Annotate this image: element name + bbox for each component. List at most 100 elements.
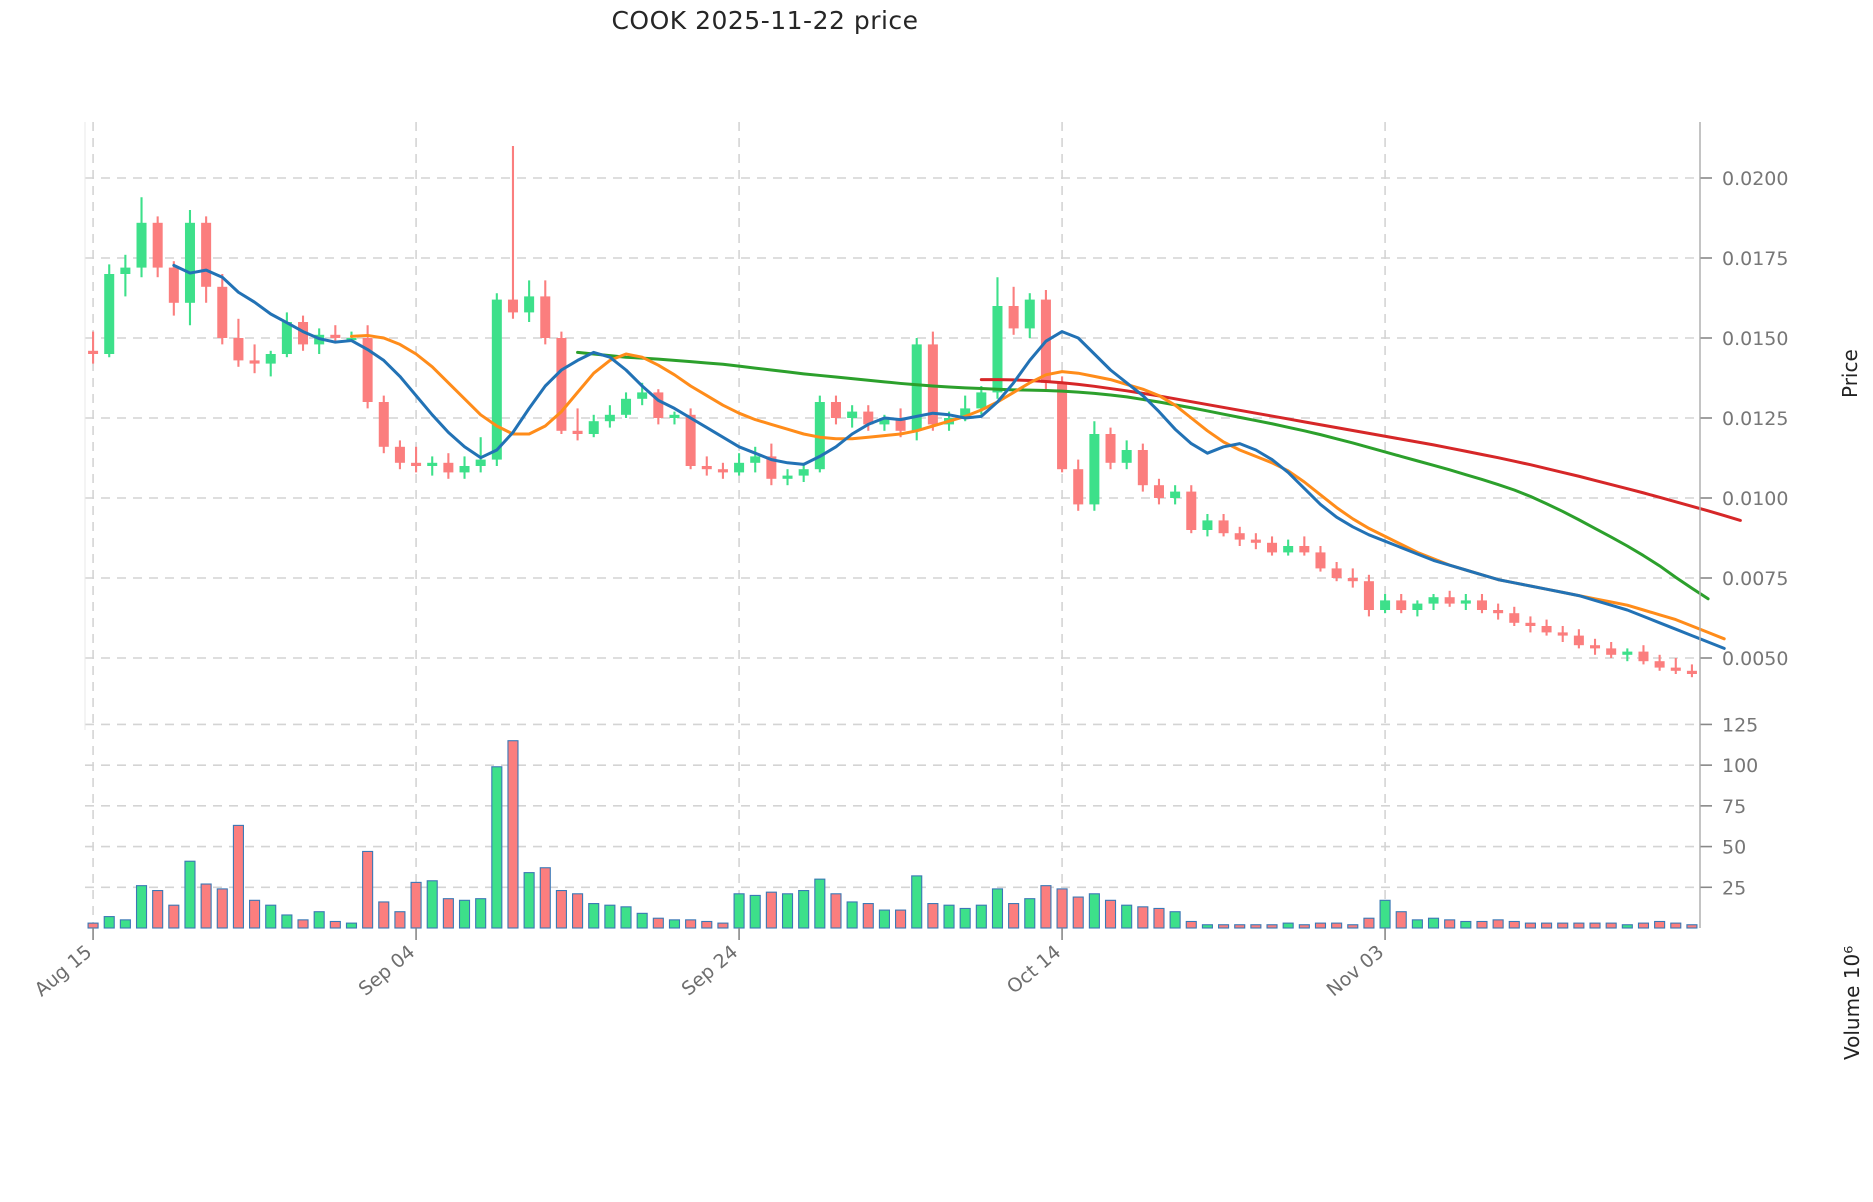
volume-bar bbox=[1298, 924, 1310, 929]
candle-body bbox=[1121, 450, 1132, 463]
volume-bar bbox=[620, 906, 632, 929]
candle-body bbox=[750, 456, 761, 463]
candle-body bbox=[507, 299, 518, 313]
candle-body bbox=[637, 392, 648, 399]
volume-bar bbox=[1153, 907, 1165, 929]
volume-bar bbox=[458, 899, 471, 929]
volume-bar bbox=[1460, 920, 1472, 929]
candle-body bbox=[604, 414, 615, 422]
candle-body bbox=[1622, 651, 1633, 655]
candle-body bbox=[572, 430, 583, 434]
volume-bar bbox=[475, 898, 487, 929]
volume-bar bbox=[394, 911, 406, 929]
volume-bar bbox=[814, 878, 826, 929]
volume-bar bbox=[975, 904, 987, 929]
volume-bar bbox=[555, 889, 567, 929]
candle-body bbox=[330, 334, 341, 338]
volume-bar bbox=[135, 885, 148, 929]
volume-bar bbox=[1008, 903, 1020, 929]
volume-bar bbox=[830, 893, 842, 929]
volume-bar bbox=[685, 919, 697, 929]
volume-bar bbox=[1104, 899, 1117, 929]
volume-bar bbox=[1266, 924, 1278, 929]
price-tick-label: 0.0075 bbox=[1722, 568, 1788, 590]
volume-bar bbox=[1686, 924, 1698, 929]
candle-body bbox=[443, 462, 454, 473]
candle-body bbox=[1654, 661, 1665, 668]
volume-bar bbox=[152, 889, 164, 929]
candle-body bbox=[1267, 542, 1278, 553]
candle-body bbox=[669, 414, 680, 418]
volume-bar bbox=[1314, 922, 1327, 929]
candle-body bbox=[1153, 485, 1164, 498]
date-tick-label: Sep 24 bbox=[678, 941, 743, 1000]
candle-body bbox=[766, 456, 777, 479]
volume-bar bbox=[959, 907, 971, 929]
volume-bar bbox=[442, 898, 454, 929]
volume-bar bbox=[1282, 922, 1294, 929]
candle-body bbox=[717, 469, 728, 473]
candle-body bbox=[734, 462, 745, 473]
volume-bar bbox=[1040, 885, 1052, 929]
volume-tick-label: 25 bbox=[1722, 877, 1746, 899]
volume-bar bbox=[265, 904, 277, 929]
date-tick-label: Aug 15 bbox=[31, 941, 97, 1001]
candle-body bbox=[1573, 635, 1584, 646]
candle-body bbox=[394, 446, 405, 463]
candle-body bbox=[1347, 578, 1358, 582]
volume-bar bbox=[1395, 911, 1407, 929]
price-candles-layer bbox=[88, 146, 1697, 678]
volume-bar bbox=[313, 911, 325, 929]
grid-layer bbox=[85, 122, 1700, 928]
candle-body bbox=[992, 306, 1003, 393]
volume-bar bbox=[329, 920, 341, 929]
candle-body bbox=[1057, 382, 1068, 470]
candle-body bbox=[1218, 520, 1229, 534]
volume-bar bbox=[943, 904, 955, 929]
volume-bar bbox=[604, 904, 616, 929]
volume-bar bbox=[1185, 920, 1197, 929]
candle-body bbox=[863, 411, 874, 425]
volume-bar bbox=[1250, 924, 1262, 929]
volume-bar bbox=[765, 891, 777, 929]
volume-bar bbox=[636, 912, 648, 929]
date-tick-label: Nov 03 bbox=[1323, 941, 1389, 1001]
candle-body bbox=[782, 475, 793, 479]
candle-body bbox=[540, 296, 551, 338]
candle-body bbox=[621, 398, 632, 415]
volume-bar bbox=[1121, 904, 1133, 929]
candle-body bbox=[411, 462, 422, 466]
volume-bar bbox=[588, 903, 600, 929]
volume-bar bbox=[1637, 922, 1650, 929]
candle-body bbox=[1137, 450, 1148, 486]
candle-body bbox=[1606, 648, 1617, 655]
candle-body bbox=[830, 402, 841, 418]
ma-line-longest bbox=[979, 378, 1742, 522]
volume-bar bbox=[410, 881, 422, 929]
volume-bar bbox=[1621, 924, 1633, 929]
volume-bar bbox=[733, 893, 745, 929]
candle-body bbox=[1024, 299, 1035, 329]
volume-bar bbox=[249, 899, 261, 929]
candle-body bbox=[104, 274, 115, 354]
candle-body bbox=[265, 354, 276, 364]
axis-layer: 0.0200 0.0175 0.0150 0.0125 0.0100 0.0075 0.00… bbox=[31, 122, 1788, 1001]
volume-bar bbox=[1234, 924, 1246, 929]
date-tick-label: Oct 14 bbox=[1003, 941, 1065, 998]
volume-bar bbox=[701, 920, 713, 929]
price-axis-title: Price bbox=[1838, 349, 1862, 398]
candle-body bbox=[1541, 626, 1552, 633]
candle-body bbox=[1670, 667, 1681, 671]
volume-bar bbox=[491, 766, 503, 929]
volume-bar bbox=[426, 880, 438, 929]
volume-bar bbox=[1056, 888, 1068, 929]
volume-tick-label: 100 bbox=[1722, 755, 1758, 777]
volume-bar bbox=[717, 922, 729, 929]
candle-body bbox=[491, 299, 502, 460]
volume-bar bbox=[216, 888, 228, 929]
candle-body bbox=[1089, 434, 1100, 505]
candle-body bbox=[1008, 306, 1019, 329]
candle-body bbox=[1105, 434, 1116, 463]
candle-body bbox=[1525, 622, 1536, 626]
